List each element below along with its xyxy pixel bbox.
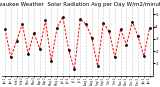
Title: Milwaukee Weather  Solar Radiation Avg per Day W/m2/minute: Milwaukee Weather Solar Radiation Avg pe… [0, 2, 160, 7]
